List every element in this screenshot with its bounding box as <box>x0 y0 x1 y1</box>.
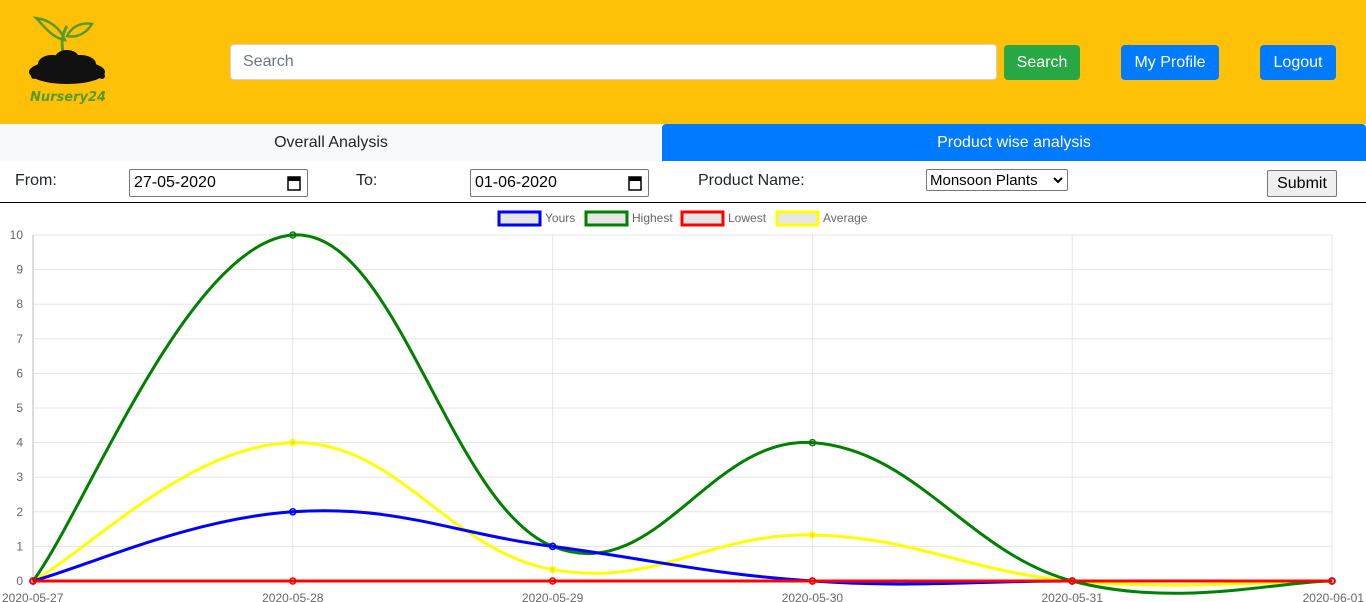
from-date-value: 27-05-2020 <box>134 174 216 191</box>
tab-overall-analysis[interactable]: Overall Analysis <box>0 124 662 161</box>
submit-button[interactable]: Submit <box>1267 170 1337 197</box>
data-point-lowest <box>808 577 817 585</box>
series-line-yours <box>32 509 1332 586</box>
x-tick-label: 2020-05-30 <box>782 591 844 602</box>
legend-swatch-yours <box>497 210 542 227</box>
to-date-input[interactable]: 01-06-2020 <box>470 169 649 197</box>
y-tick-label: 8 <box>16 297 23 311</box>
logo-text: Nursery24 <box>30 90 107 105</box>
calendar-icon[interactable] <box>287 175 301 191</box>
x-tick-label: 2020-05-27 <box>2 591 64 602</box>
from-date-input[interactable]: 27-05-2020 <box>129 169 308 197</box>
logout-button[interactable]: Logout <box>1260 45 1336 80</box>
tab-product-wise-analysis[interactable]: Product wise analysis <box>662 124 1366 161</box>
product-select-value: Monsoon Plants <box>930 171 1038 189</box>
y-tick-label: 3 <box>16 470 23 484</box>
line-chart: 0 1 2 3 4 5 6 7 8 9 10 2020-05-27 2020-05-28 2020-05-… <box>2 210 1365 602</box>
legend-label-yours: Yours <box>545 211 575 225</box>
data-point-yours <box>548 542 557 551</box>
data-point-yours <box>289 508 297 516</box>
search-button[interactable]: Search <box>1004 45 1080 80</box>
product-select[interactable]: Monsoon Plants <box>926 169 1068 191</box>
y-tick-label: 0 <box>16 574 23 588</box>
legend-label-average: Average <box>823 211 868 225</box>
chevron-down-icon <box>1053 177 1063 184</box>
legend-swatch-lowest <box>680 210 725 227</box>
y-tick-label: 4 <box>16 436 23 450</box>
product-name-label: Product Name: <box>698 172 805 189</box>
series-line-average <box>32 441 1333 587</box>
data-point-average <box>289 438 297 447</box>
series-line-highest <box>31 233 1333 595</box>
my-profile-button[interactable]: My Profile <box>1121 45 1219 80</box>
legend-label-lowest: Lowest <box>728 211 767 225</box>
sprout-logo-icon[interactable] <box>22 12 112 112</box>
data-point-lowest <box>289 577 297 585</box>
y-tick-label: 9 <box>16 263 23 277</box>
data-point-lowest <box>548 577 557 585</box>
data-point-highest <box>289 231 297 239</box>
data-point-average <box>548 565 557 574</box>
search-input[interactable] <box>230 44 997 80</box>
y-tick-label: 2 <box>16 505 23 519</box>
legend-swatch-highest <box>584 210 629 227</box>
data-point-highest <box>808 438 817 447</box>
x-tick-label: 2020-05-29 <box>522 591 584 602</box>
header: Nursery24 Search My Profile Logout <box>0 0 1366 124</box>
x-tick-label: 2020-05-28 <box>262 591 324 602</box>
to-label: To: <box>356 172 378 189</box>
data-point-lowest <box>29 577 37 585</box>
to-date-value: 01-06-2020 <box>475 174 557 191</box>
y-tick-label: 10 <box>10 228 24 242</box>
legend-swatch-average <box>775 210 820 227</box>
y-tick-label: 6 <box>16 366 23 380</box>
data-point-average <box>808 531 817 539</box>
calendar-icon[interactable] <box>628 175 642 191</box>
x-tick-label: 2020-05-31 <box>1042 591 1104 602</box>
data-point-lowest <box>1328 577 1336 585</box>
y-tick-label: 7 <box>16 332 23 346</box>
from-label: From: <box>15 172 57 189</box>
data-point-lowest <box>1068 577 1076 585</box>
y-tick-label: 1 <box>16 539 23 553</box>
x-tick-label: 2020-06-01 <box>1303 591 1365 602</box>
divider <box>0 202 1366 203</box>
legend-label-highest: Highest <box>632 211 673 225</box>
y-tick-label: 5 <box>16 401 23 415</box>
